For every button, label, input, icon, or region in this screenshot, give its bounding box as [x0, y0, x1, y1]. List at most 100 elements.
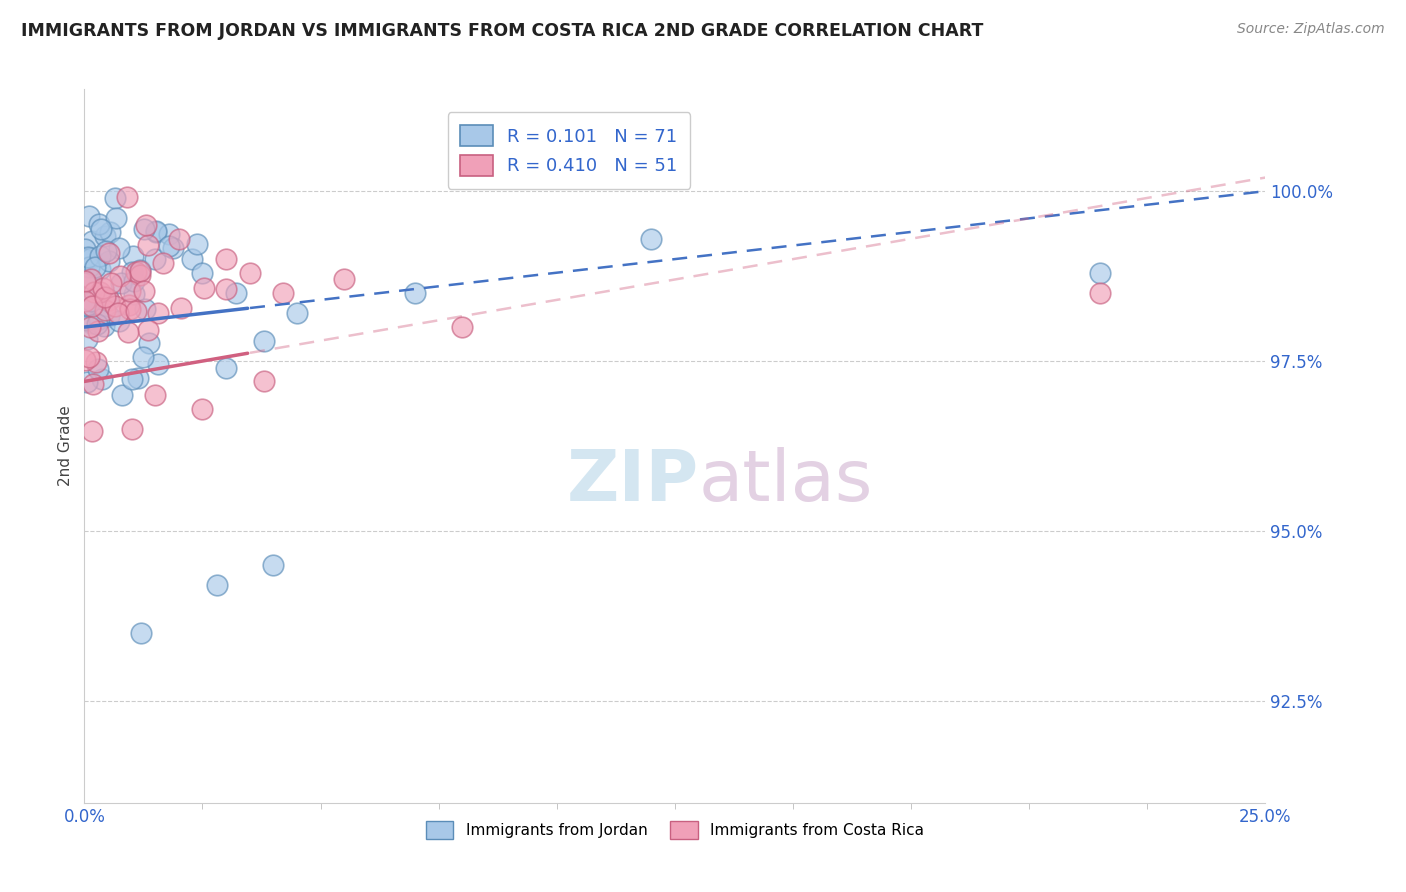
Point [77, 270, 100, 285]
Point [79, 320, 101, 334]
Point [108, 314, 131, 328]
Point [73, 353, 96, 368]
Point [125, 303, 148, 318]
Point [98, 254, 121, 268]
Point [121, 265, 143, 279]
Point [271, 286, 294, 301]
Point [122, 274, 145, 288]
Point [84, 355, 107, 369]
Point [90, 221, 112, 235]
Text: atlas: atlas [699, 447, 873, 516]
Point [76, 250, 98, 264]
Point [253, 375, 276, 389]
Point [136, 323, 159, 337]
Point [115, 190, 138, 204]
Point [134, 301, 156, 316]
Point [76, 299, 98, 313]
Point [87, 217, 110, 231]
Point [117, 325, 139, 339]
Point [86, 324, 108, 338]
Point [94, 244, 117, 259]
Point [1088, 286, 1111, 301]
Point [90, 372, 112, 386]
Point [89, 262, 111, 277]
Point [152, 256, 174, 270]
Point [80, 316, 103, 330]
Point [118, 298, 141, 312]
Point [121, 422, 143, 436]
Point [82, 376, 104, 391]
Point [77, 350, 100, 364]
Point [167, 232, 190, 246]
Point [285, 306, 308, 320]
Point [129, 626, 152, 640]
Y-axis label: 2nd Grade: 2nd Grade [58, 406, 73, 486]
Point [76, 332, 98, 346]
Point [122, 287, 145, 301]
Point [94, 228, 117, 243]
Point [333, 272, 356, 286]
Point [87, 311, 110, 326]
Point [451, 320, 474, 334]
Point [110, 269, 132, 284]
Point [75, 277, 97, 291]
Point [91, 281, 114, 295]
Point [80, 272, 103, 286]
Point [253, 334, 276, 348]
Text: IMMIGRANTS FROM JORDAN VS IMMIGRANTS FROM COSTA RICA 2ND GRADE CORRELATION CHART: IMMIGRANTS FROM JORDAN VS IMMIGRANTS FRO… [21, 22, 983, 40]
Point [104, 299, 127, 313]
Point [157, 227, 180, 241]
Point [75, 274, 97, 288]
Point [180, 252, 202, 266]
Point [108, 241, 131, 255]
Point [89, 249, 111, 263]
Point [98, 310, 121, 324]
Point [134, 284, 156, 298]
Point [82, 299, 104, 313]
Point [129, 268, 152, 283]
Point [136, 238, 159, 252]
Point [205, 578, 228, 592]
Point [76, 313, 98, 327]
Point [97, 292, 120, 306]
Point [120, 284, 142, 298]
Point [80, 234, 103, 248]
Point [239, 266, 262, 280]
Point [87, 362, 110, 376]
Point [98, 225, 121, 239]
Point [162, 241, 184, 255]
Point [157, 238, 180, 252]
Point [89, 285, 111, 299]
Point [215, 282, 238, 296]
Point [80, 424, 103, 438]
Point [73, 252, 96, 266]
Point [640, 232, 662, 246]
Point [225, 286, 247, 301]
Point [98, 293, 121, 307]
Point [143, 388, 166, 402]
Point [80, 251, 103, 265]
Point [129, 263, 152, 277]
Point [98, 246, 121, 260]
Point [83, 285, 105, 299]
Point [125, 265, 148, 279]
Point [132, 222, 155, 236]
Point [110, 277, 132, 291]
Point [404, 286, 426, 301]
Point [170, 301, 193, 316]
Point [215, 360, 238, 375]
Text: ZIP: ZIP [567, 447, 699, 516]
Legend: Immigrants from Jordan, Immigrants from Costa Rica: Immigrants from Jordan, Immigrants from … [420, 815, 929, 845]
Point [75, 242, 97, 256]
Point [94, 290, 117, 304]
Point [76, 375, 98, 389]
Point [132, 350, 155, 364]
Point [191, 266, 214, 280]
Point [146, 357, 169, 371]
Point [127, 371, 149, 385]
Point [93, 319, 115, 334]
Point [191, 401, 214, 416]
Point [77, 209, 100, 223]
Point [104, 211, 127, 226]
Point [75, 300, 97, 314]
